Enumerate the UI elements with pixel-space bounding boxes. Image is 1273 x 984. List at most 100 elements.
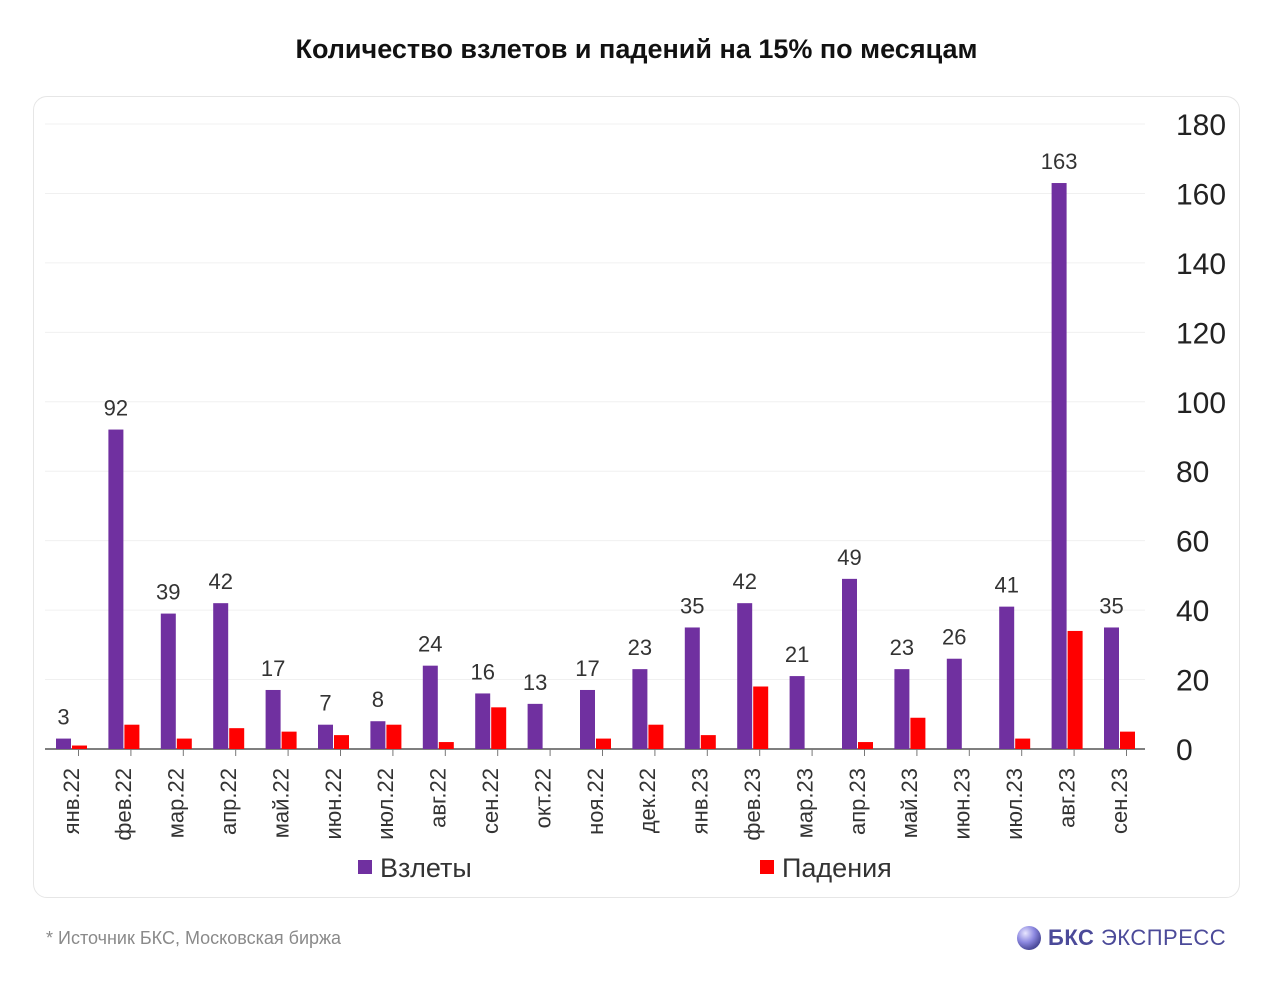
- data-label: 17: [261, 656, 285, 681]
- data-label: 92: [104, 396, 128, 421]
- bar-Падения: [700, 735, 716, 749]
- bar-Падения: [1015, 738, 1031, 749]
- x-tick-label: июн.22: [321, 768, 346, 840]
- y-tick-label: 20: [1176, 665, 1209, 698]
- x-tick-label: мар.23: [792, 768, 817, 838]
- bar-Взлеты: [56, 738, 71, 749]
- bar-Взлеты: [370, 721, 386, 749]
- bar-Падения: [438, 742, 454, 749]
- bar-Взлеты: [842, 578, 857, 749]
- y-tick-label: 180: [1176, 109, 1226, 142]
- data-label: 24: [418, 632, 442, 657]
- data-label: 42: [732, 569, 756, 594]
- legend-swatch: [760, 860, 774, 874]
- bar-Взлеты: [265, 689, 281, 749]
- legend-swatch: [358, 860, 372, 874]
- data-label: 42: [208, 569, 232, 594]
- data-label: 13: [523, 670, 547, 695]
- x-tick-label: июн.23: [950, 768, 975, 840]
- x-axis-ticks: янв.22 фев.22 мар.22 апр.22 май.22 июн.22 июл.…: [59, 749, 1132, 841]
- data-label: 3: [57, 705, 69, 730]
- data-label: 8: [372, 687, 384, 712]
- bar-Взлеты: [527, 703, 543, 749]
- bar-Падения: [1067, 630, 1083, 749]
- bar-Падения: [858, 742, 873, 749]
- x-tick-label: ноя.22: [583, 768, 608, 835]
- x-tick-label: фев.22: [111, 768, 136, 841]
- data-label: 163: [1041, 149, 1078, 174]
- data-label: 7: [319, 691, 331, 716]
- data-label: 23: [890, 635, 914, 660]
- data-labels: 3 92 39 42 17 7 8 24 16 13 17 23 35 42 21 49 23 26 41 163 35: [57, 149, 1123, 730]
- data-label: 35: [1099, 593, 1123, 618]
- bar-Падения: [334, 735, 349, 749]
- x-tick-label: авг.22: [426, 768, 451, 828]
- bar-Падения: [229, 728, 245, 749]
- bar-Падения: [386, 724, 402, 749]
- bar-Взлеты: [894, 669, 910, 749]
- data-label: 16: [470, 659, 494, 684]
- y-tick-label: 0: [1176, 734, 1193, 767]
- bars: [56, 183, 1135, 749]
- y-tick-label: 100: [1176, 387, 1226, 420]
- data-label: 41: [994, 573, 1018, 598]
- brand-name-rest: ЭКСПРЕСС: [1094, 925, 1227, 950]
- chart-card: [33, 96, 1240, 898]
- x-tick-label: янв.23: [688, 768, 713, 834]
- x-tick-label: май.23: [897, 768, 922, 838]
- source-footnote: * Источник БКС, Московская биржа: [46, 928, 342, 948]
- bar-Взлеты: [318, 724, 333, 749]
- bar-Взлеты: [684, 627, 700, 749]
- x-tick-label: июл.22: [373, 768, 398, 840]
- x-tick-label: мар.22: [164, 768, 189, 838]
- bar-Взлеты: [1051, 183, 1067, 749]
- data-label: 23: [628, 635, 652, 660]
- bar-Падения: [910, 717, 926, 749]
- bar-Взлеты: [422, 665, 438, 749]
- brand-name-bold: БКС: [1048, 925, 1095, 950]
- x-tick-label: сен.22: [478, 768, 503, 834]
- bar-Взлеты: [108, 429, 124, 749]
- x-tick-label: авг.23: [1054, 768, 1079, 828]
- bar-Взлеты: [213, 603, 229, 749]
- y-tick-label: 120: [1176, 317, 1226, 350]
- x-tick-label: дек.22: [635, 768, 660, 833]
- y-tick-label: 140: [1176, 248, 1226, 281]
- x-tick-label: сен.23: [1107, 768, 1132, 834]
- y-tick-label: 160: [1176, 178, 1226, 211]
- bar-Взлеты: [946, 658, 962, 749]
- data-label: 21: [785, 642, 809, 667]
- x-tick-label: янв.22: [59, 768, 84, 834]
- bar-Взлеты: [475, 693, 491, 749]
- bar-Падения: [596, 738, 611, 749]
- data-label: 39: [156, 580, 180, 605]
- legend-label: Падения: [782, 853, 892, 883]
- x-tick-label: апр.22: [216, 768, 241, 835]
- bar-Падения: [281, 731, 297, 749]
- y-tick-label: 40: [1176, 595, 1209, 628]
- bar-Падения: [124, 724, 140, 749]
- x-tick-label: июл.23: [1002, 768, 1027, 840]
- legend: Взлеты Падения: [358, 853, 892, 883]
- bar-Падения: [753, 686, 769, 749]
- data-label: 49: [837, 545, 861, 570]
- legend-label: Взлеты: [380, 853, 472, 883]
- data-label: 35: [680, 593, 704, 618]
- bar-Взлеты: [737, 603, 753, 749]
- y-axis-ticks: 0 20 40 60 80 100 120 140 160 180: [1176, 109, 1226, 767]
- brand-sphere-icon: [1017, 926, 1041, 950]
- bar-Взлеты: [160, 613, 176, 749]
- bar-Взлеты: [580, 689, 595, 749]
- grid-lines: [45, 123, 1145, 750]
- brand-logo: БКС ЭКСПРЕСС: [1016, 922, 1226, 954]
- bar-Взлеты: [789, 676, 805, 749]
- bar-Падения: [1120, 731, 1135, 749]
- data-label: 26: [942, 625, 966, 650]
- bar-Падения: [176, 738, 192, 749]
- bar-Взлеты: [999, 606, 1015, 749]
- bar-Падения: [72, 745, 87, 749]
- x-tick-label: фев.23: [740, 768, 765, 841]
- bar-Падения: [648, 724, 664, 749]
- y-tick-label: 60: [1176, 526, 1209, 559]
